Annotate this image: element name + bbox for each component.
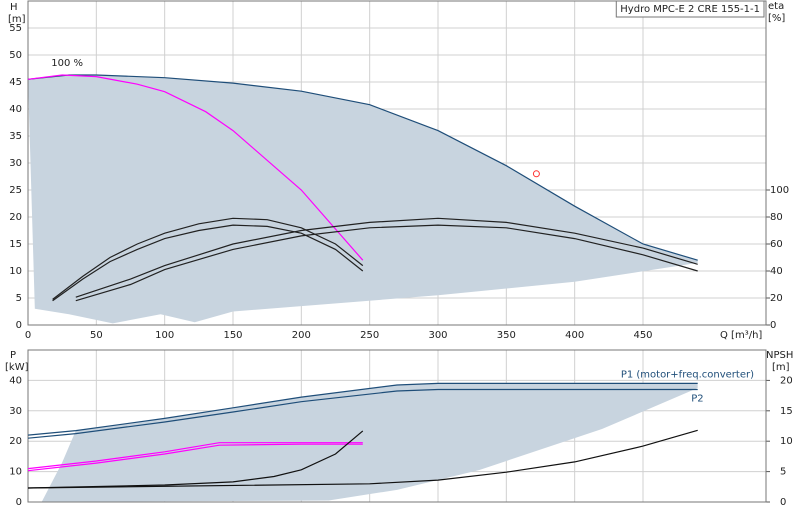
y2-tick-label: 60 — [770, 239, 783, 250]
curve — [27, 382, 698, 436]
curve — [75, 217, 698, 298]
y-tick-label: 0 — [16, 320, 22, 331]
y-tick-label: 10 — [9, 266, 22, 277]
operating-area — [28, 74, 698, 324]
y2-tick-label: 10 — [780, 436, 793, 447]
operating-area — [41, 383, 698, 502]
x-tick-label: 200 — [292, 330, 311, 341]
y2-unit: [%] — [768, 13, 785, 24]
legend-label: P2 — [691, 394, 703, 405]
y-label: H — [10, 2, 18, 13]
y-tick-label: 30 — [9, 158, 22, 169]
y2-unit: [m] — [772, 362, 790, 373]
y2-label: NPSH — [766, 350, 793, 361]
y2-tick-label: 80 — [770, 212, 783, 223]
x-tick-label: 0 — [25, 330, 31, 341]
x-tick-label: 150 — [223, 330, 242, 341]
curve — [27, 442, 363, 470]
x-tick-label: 250 — [360, 330, 379, 341]
y2-label: eta — [768, 1, 784, 12]
y-unit: [kW] — [5, 362, 29, 373]
y-tick-label: 20 — [9, 436, 22, 447]
y-tick-label: 25 — [9, 185, 22, 196]
curve — [52, 217, 364, 300]
title-box — [615, 0, 765, 18]
y-tick-label: 20 — [9, 212, 22, 223]
curve — [27, 74, 698, 261]
y2-tick-label: 5 — [780, 467, 786, 478]
plot-border — [27, 0, 767, 326]
x-tick-label: 100 — [155, 330, 174, 341]
legend-label: P1 (motor+freq.converter) — [621, 369, 754, 380]
y-tick-label: 15 — [9, 239, 22, 250]
y2-tick-label: 40 — [770, 266, 783, 277]
curve — [27, 388, 698, 439]
y-tick-label: 0 — [16, 497, 22, 508]
curve — [27, 74, 364, 261]
x-tick-label: 450 — [633, 330, 652, 341]
curve — [52, 224, 364, 302]
x-tick-label: 50 — [90, 330, 103, 341]
operating-point — [532, 170, 540, 178]
y2-tick-label: 20 — [780, 375, 793, 386]
y2-tick-label: 0 — [780, 497, 786, 508]
x-label: Q [m³/h] — [720, 330, 762, 341]
y-tick-label: 5 — [16, 293, 22, 304]
y-tick-label: 10 — [9, 467, 22, 478]
curve — [27, 429, 698, 489]
x-tick-label: 350 — [497, 330, 516, 341]
plot-border — [27, 349, 767, 503]
y-tick-label: 55 — [9, 23, 22, 34]
y-tick-label: 40 — [9, 104, 22, 115]
curve — [27, 443, 363, 472]
x-tick-label: 400 — [565, 330, 584, 341]
y2-tick-label: 0 — [770, 320, 776, 331]
x-tick-label: 300 — [428, 330, 447, 341]
y2-tick-label: 20 — [770, 293, 783, 304]
y2-tick-label: 15 — [780, 406, 793, 417]
annotation: 100 % — [51, 58, 83, 69]
y-tick-label: 40 — [9, 375, 22, 386]
y-tick-label: 50 — [9, 50, 22, 61]
chart-title: Hydro MPC-E 2 CRE 155-1-1 — [620, 4, 760, 15]
y-label: P — [10, 350, 16, 361]
curve — [75, 224, 698, 302]
y-tick-label: 30 — [9, 406, 22, 417]
y2-tick-label: 100 — [770, 185, 789, 196]
curve — [27, 430, 364, 489]
y-unit: [m] — [8, 14, 26, 25]
y-tick-label: 35 — [9, 131, 22, 142]
y-tick-label: 45 — [9, 77, 22, 88]
